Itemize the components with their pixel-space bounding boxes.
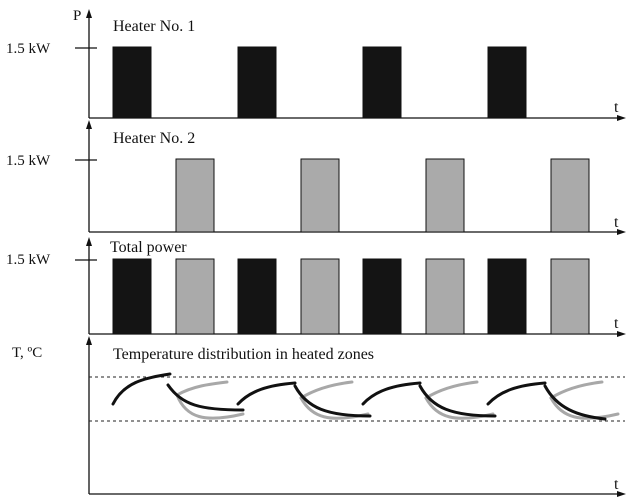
heater2-cooling-curve — [175, 393, 245, 420]
total-pulse-heater1 — [112, 258, 152, 335]
heater2-heating-curve — [175, 380, 229, 397]
heater2-pulses — [175, 158, 590, 233]
temperature-time-axis-arrow — [617, 491, 626, 497]
heater2-heating-curve — [424, 380, 479, 400]
heater1-cooling-curve — [293, 384, 372, 418]
total-pulse-heater2 — [175, 258, 215, 335]
total-power-panel: t 1.5 kW Total power — [6, 237, 626, 337]
heater1-temperature-curves — [111, 372, 607, 421]
heater1-pulse — [362, 46, 402, 119]
heater1-pulses — [112, 46, 527, 119]
heater1-p-axis-arrow — [86, 9, 92, 18]
heater2-pulse — [550, 158, 590, 233]
heater1-heating-curve — [111, 372, 172, 406]
total-p-axis-arrow — [86, 237, 92, 246]
heater1-pulse — [237, 46, 277, 119]
heater1-cooling-curve — [418, 384, 497, 418]
heater2-pulse — [425, 158, 465, 233]
heater1-heating-curve — [486, 381, 547, 406]
total-pulse-heater2 — [425, 258, 465, 335]
heater1-time-axis-arrow — [617, 115, 626, 121]
heater1-pulse — [487, 46, 527, 119]
heater2-title: Heater No. 2 — [113, 130, 195, 147]
heater2-heating-curve — [549, 380, 604, 400]
total-pulse-heater1 — [487, 258, 527, 335]
temperature-title: Temperature distribution in heated zones — [113, 346, 374, 363]
heater1-cooling-curve — [166, 383, 245, 412]
heater2-temperature-curves — [175, 380, 620, 420]
heater2-panel: t 1.5 kW Heater No. 2 — [6, 120, 626, 235]
temperature-axis-label: T, ºC — [12, 345, 42, 361]
heater2-pulse — [175, 158, 215, 233]
total-title: Total power — [110, 239, 187, 256]
heater1-pulse — [112, 46, 152, 119]
total-pulse-heater1 — [237, 258, 277, 335]
total-pulse-heater1 — [362, 258, 402, 335]
heater2-t-label: t — [614, 214, 619, 231]
heater1-cooling-curve — [543, 384, 607, 421]
heater2-time-axis-arrow — [617, 229, 626, 235]
heater2-level-label: 1.5 kW — [6, 153, 51, 169]
total-time-axis-arrow — [617, 331, 626, 337]
heater2-heating-curve — [299, 380, 354, 400]
heater2-p-axis-arrow — [86, 120, 92, 129]
heater1-p-label: P — [73, 8, 81, 24]
temperature-axis-arrow — [86, 336, 92, 345]
heater2-pulse — [300, 158, 340, 233]
total-pulse-heater2 — [300, 258, 340, 335]
heater1-level-label: 1.5 kW — [6, 41, 51, 57]
temperature-panel: t T, ºC Temperature distribution in heat… — [12, 336, 626, 497]
heater1-t-label: t — [614, 99, 619, 116]
heater2-cooling-curve — [549, 396, 620, 420]
heater1-heating-curve — [236, 381, 297, 406]
total-level-label: 1.5 kW — [6, 252, 51, 268]
heater1-heating-curve — [361, 381, 422, 406]
temperature-t-label: t — [614, 476, 619, 493]
heater1-panel: P t 1.5 kW Heater No. 1 — [6, 8, 626, 121]
total-pulse-heater2 — [550, 258, 590, 335]
heater1-title: Heater No. 1 — [113, 18, 195, 35]
total-pulses — [112, 258, 590, 335]
total-t-label: t — [614, 315, 619, 332]
